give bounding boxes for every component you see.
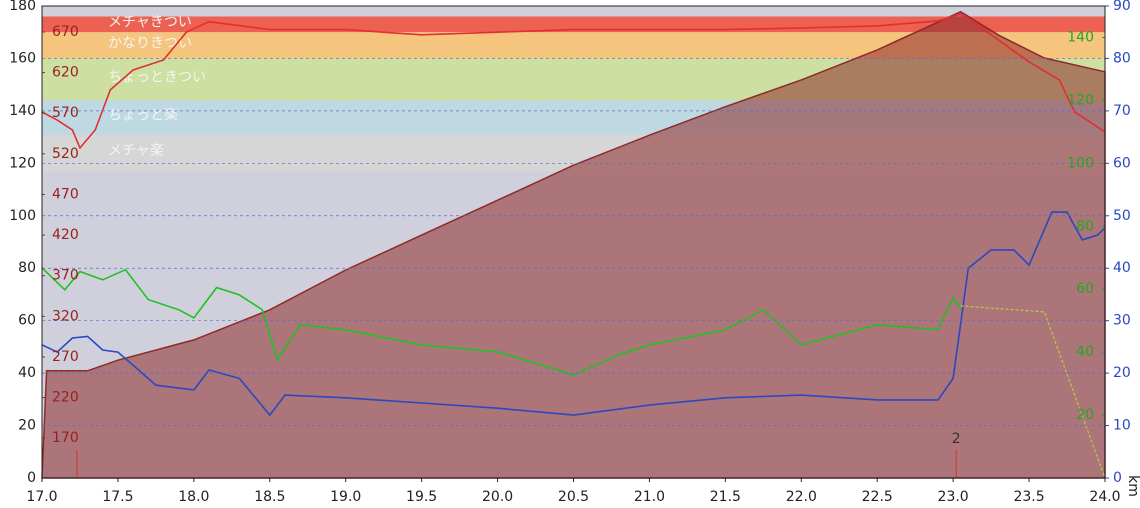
y-tick-label: 160 [9, 50, 36, 66]
y3-tick-label: 570 [52, 105, 79, 121]
y-tick-label: 60 [18, 313, 36, 329]
zone-label: ちょっと楽 [108, 107, 178, 123]
y3-tick-label: 170 [52, 430, 79, 446]
zone-label: メチャきつい [108, 14, 192, 30]
y2-tick-label: 70 [1113, 103, 1131, 119]
y-tick-label: 20 [18, 418, 36, 434]
x-tick-label: 23.0 [938, 489, 969, 505]
y3-tick-label: 220 [52, 390, 79, 406]
y3-tick-label: 370 [52, 268, 79, 284]
y-tick-label: 0 [27, 470, 36, 486]
y4-tick-label: 40 [1076, 344, 1094, 360]
y4-tick-label: 140 [1067, 29, 1094, 45]
zone-label: かなりきつい [108, 35, 192, 51]
x-tick-label: 22.5 [862, 489, 893, 505]
x-tick-label: 20.5 [558, 489, 589, 505]
y4-tick-label: 60 [1076, 281, 1094, 297]
y3-tick-label: 670 [52, 24, 79, 40]
y3-tick-label: 420 [52, 227, 79, 243]
y2-tick-label: 10 [1113, 418, 1131, 434]
x-tick-label: 23.5 [1013, 489, 1044, 505]
zone-label: ちょっときつい [108, 69, 206, 85]
y2-tick-label: 40 [1113, 260, 1131, 276]
y2-tick-label: 90 [1113, 0, 1131, 14]
lap-label: 2 [952, 431, 961, 447]
y2-tick-label: 20 [1113, 365, 1131, 381]
line-series [41, 267, 962, 376]
x-tick-label: 21.5 [710, 489, 741, 505]
zone-band [42, 16, 1105, 33]
y-tick-label: 100 [9, 208, 36, 224]
line-series [41, 211, 1106, 417]
dotted-line [960, 305, 1106, 479]
y3-tick-label: 470 [52, 186, 79, 202]
y-tick-label: 180 [9, 0, 36, 14]
y3-tick-label: 320 [52, 308, 79, 324]
y4-tick-label: 80 [1076, 218, 1094, 234]
y4-tick-label: 20 [1076, 407, 1094, 423]
x-tick-label: 21.0 [634, 489, 665, 505]
x-tick-label: 18.0 [178, 489, 209, 505]
y3-tick-label: 620 [52, 65, 79, 81]
area-series [41, 10, 1106, 479]
x-tick-label: 19.5 [406, 489, 437, 505]
x-unit: km [1125, 475, 1140, 497]
y2-tick-label: 30 [1113, 313, 1131, 329]
y3-tick-label: 270 [52, 349, 79, 365]
line-series [41, 13, 1106, 150]
y-tick-label: 140 [9, 103, 36, 119]
zone-label: メチャ楽 [108, 143, 164, 159]
y-tick-label: 80 [18, 260, 36, 276]
x-tick-label: 17.0 [26, 489, 57, 505]
plot-frame [41, 5, 1106, 479]
y2-tick-label: 50 [1113, 208, 1131, 224]
x-tick-label: 17.5 [102, 489, 133, 505]
y2-tick-label: 80 [1113, 50, 1131, 66]
y3-tick-label: 520 [52, 146, 79, 162]
y-tick-label: 40 [18, 365, 36, 381]
x-tick-label: 20.0 [482, 489, 513, 505]
y-tick-label: 120 [9, 155, 36, 171]
x-tick-label: 24.0 [1089, 489, 1120, 505]
x-tick-label: 19.0 [330, 489, 361, 505]
y2-tick-label: 60 [1113, 155, 1131, 171]
y4-tick-label: 120 [1067, 92, 1094, 108]
x-tick-label: 18.5 [254, 489, 285, 505]
y2-tick-label: 0 [1113, 470, 1122, 486]
x-tick-label: 22.0 [786, 489, 817, 505]
y4-tick-label: 100 [1067, 155, 1094, 171]
